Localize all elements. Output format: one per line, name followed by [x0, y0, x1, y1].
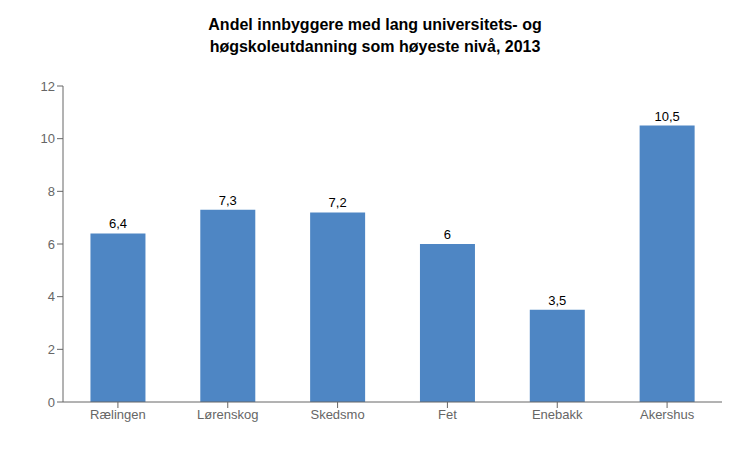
svg-text:12: 12	[41, 79, 55, 94]
svg-text:Akershus: Akershus	[640, 407, 695, 422]
svg-text:Enebakk: Enebakk	[532, 407, 583, 422]
svg-text:10: 10	[41, 131, 55, 146]
svg-text:7,3: 7,3	[219, 193, 237, 208]
svg-text:6: 6	[444, 227, 451, 242]
html-text:høgskoleutdanning som høyeste: høgskoleutdanning som høyeste nivå, 2013	[209, 38, 541, 55]
svg-text:6: 6	[48, 237, 55, 252]
svg-text:6,4: 6,4	[109, 216, 127, 231]
svg-text:0: 0	[48, 395, 55, 410]
svg-text:3,5: 3,5	[548, 293, 566, 308]
svg-text:2: 2	[48, 342, 55, 357]
svg-text:8: 8	[48, 184, 55, 199]
svg-text:Rælingen: Rælingen	[90, 407, 146, 422]
html-text:Andel innbyggere med lang univ: Andel innbyggere med lang universitets- …	[208, 16, 542, 33]
svg-text:Lørenskog: Lørenskog	[197, 407, 258, 422]
svg-text:7,2: 7,2	[329, 195, 347, 210]
svg-text:10,5: 10,5	[654, 109, 679, 124]
svg-text:Skedsmo: Skedsmo	[310, 407, 364, 422]
svg-text:Fet: Fet	[438, 407, 457, 422]
svg-text:4: 4	[48, 289, 55, 304]
